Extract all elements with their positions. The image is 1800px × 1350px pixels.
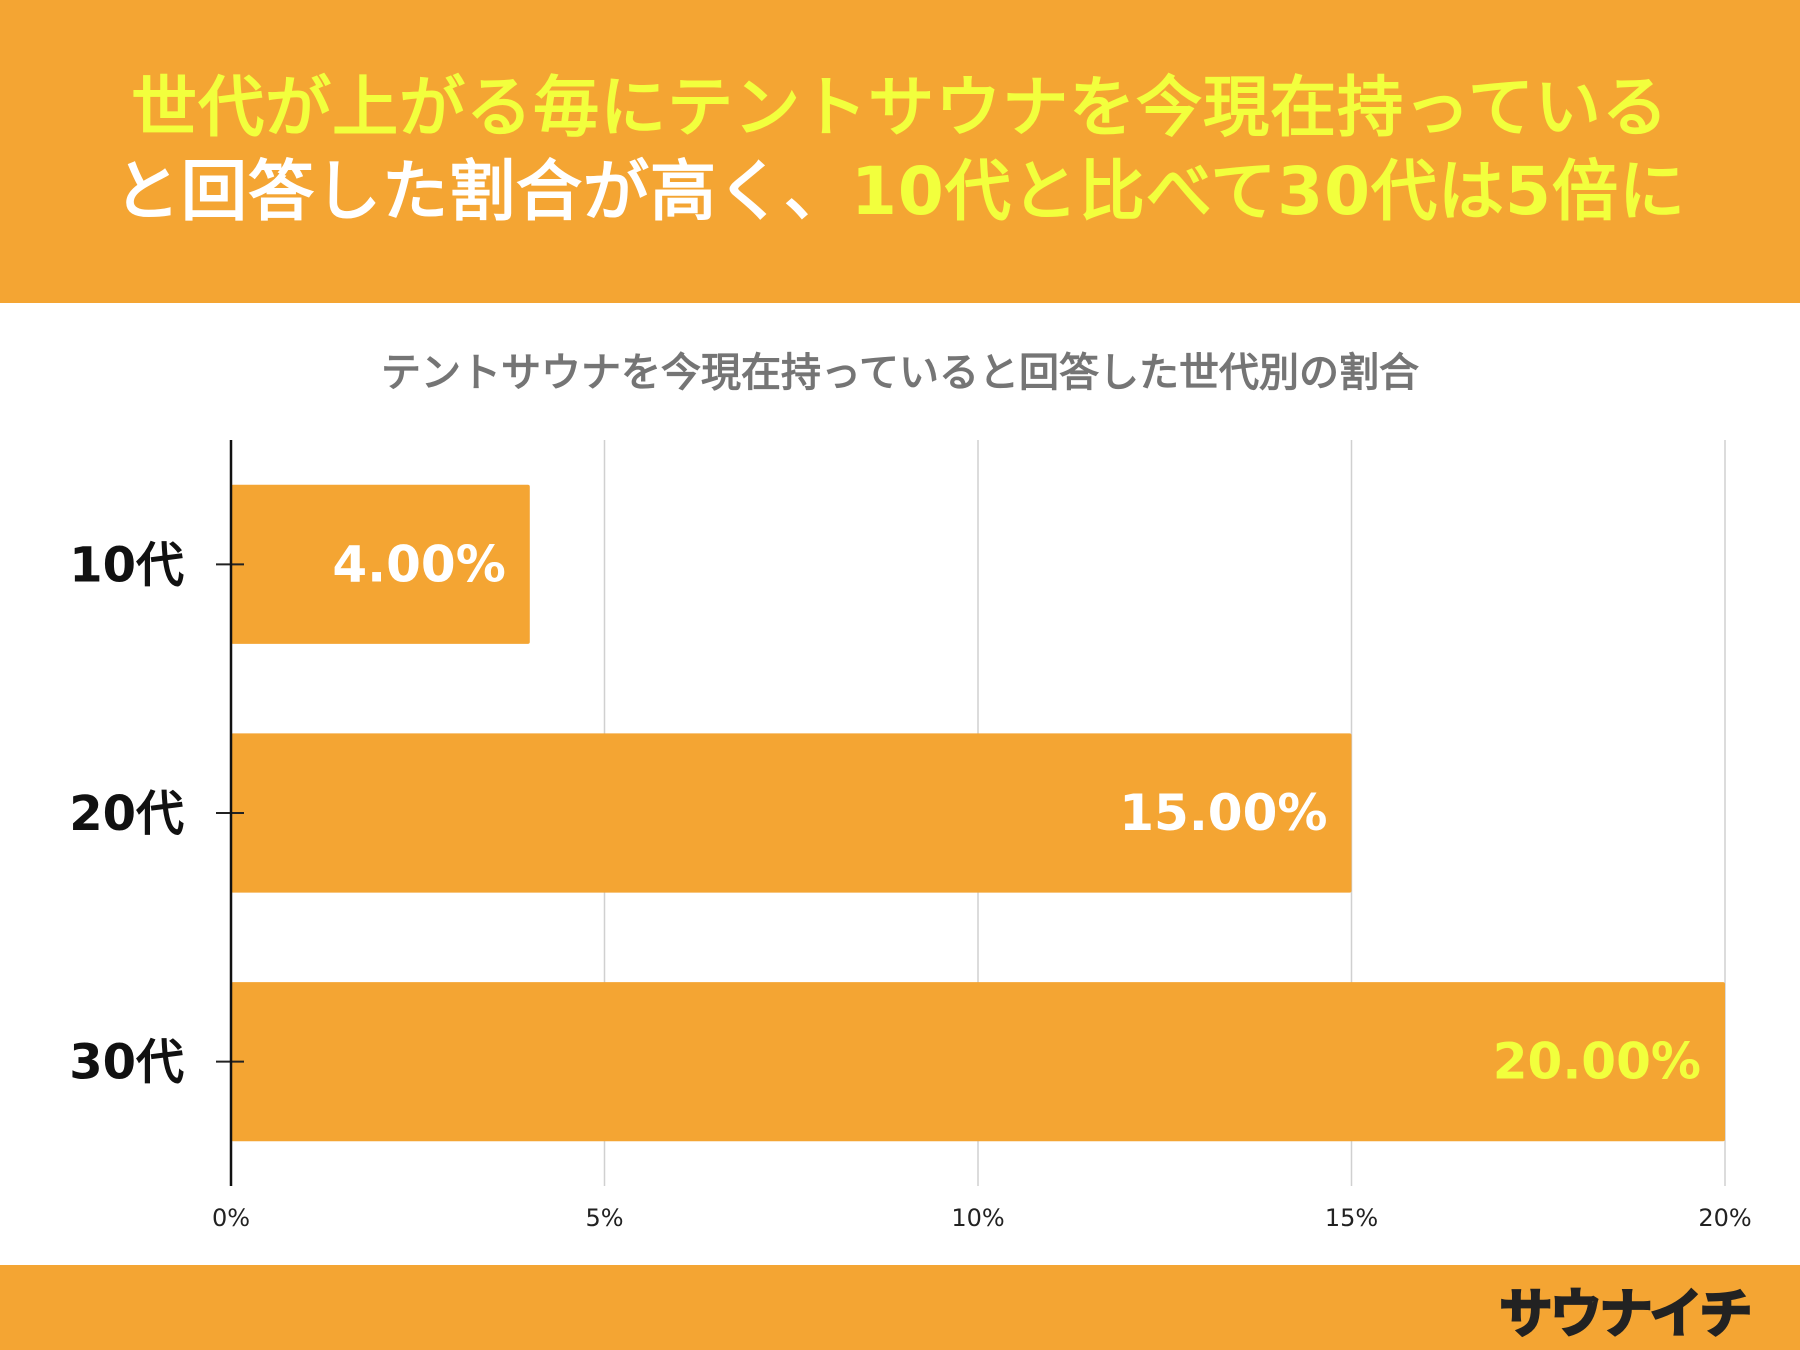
data-label: 4.00%: [332, 535, 505, 593]
category-label: 30代: [69, 1035, 184, 1091]
headline-line-2: と回答した割合が高く、10代と比べて30代は5倍に: [0, 150, 1800, 234]
x-tick-label: 10%: [951, 1204, 1004, 1232]
header-banner: [0, 0, 1800, 303]
x-tick-label: 5%: [585, 1204, 623, 1232]
category-label: 20代: [69, 786, 184, 842]
bar: [231, 982, 1725, 1142]
brand-logo: サウナイチ: [1498, 1284, 1753, 1347]
x-tick-label: 20%: [1698, 1204, 1751, 1232]
footer-banner: [0, 1265, 1800, 1350]
chart-title: テントサウナを今現在持っていると回答した世代別の割合: [381, 350, 1419, 396]
headline: 世代が上がる毎にテントサウナを今現在持っている と回答した割合が高く、10代と比…: [0, 66, 1800, 234]
data-label: 15.00%: [1119, 784, 1327, 842]
x-tick-label: 15%: [1325, 1204, 1378, 1232]
headline-line-2-segment-0: と回答した割合が高く、: [114, 153, 851, 230]
bar: [231, 484, 530, 644]
category-label: 10代: [69, 537, 184, 593]
headline-line-2-segment-1: 10代と比べて30代は5倍に: [851, 153, 1686, 230]
bar: [231, 733, 1352, 893]
headline-line-1-segment-0: 世代が上がる毎にテントサウナを今現在持っている: [131, 69, 1669, 146]
data-label: 20.00%: [1493, 1033, 1701, 1091]
headline-line-1: 世代が上がる毎にテントサウナを今現在持っている: [0, 66, 1800, 150]
x-tick-label: 0%: [212, 1204, 250, 1232]
